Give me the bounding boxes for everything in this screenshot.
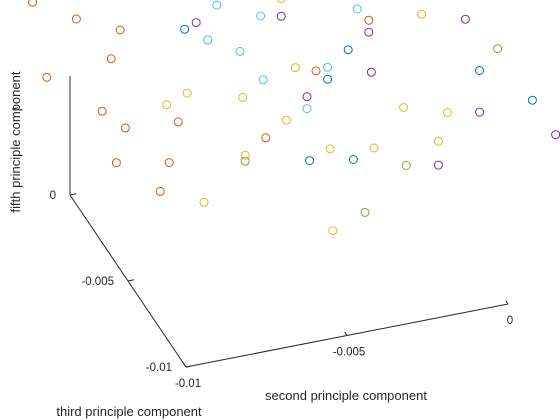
scatter-point xyxy=(303,93,311,101)
scatter-point xyxy=(204,36,212,44)
scatter-point xyxy=(262,134,270,142)
scatter-point xyxy=(183,89,191,97)
y-tick xyxy=(128,280,134,281)
scatter-point xyxy=(400,104,408,112)
scatter-point xyxy=(370,144,378,152)
scatter-point xyxy=(29,0,37,6)
scatter-point xyxy=(116,26,124,34)
scatter-point xyxy=(326,145,334,153)
x-tick-label: -0.01 xyxy=(175,378,201,390)
scatter-point xyxy=(528,96,536,104)
scatter-point xyxy=(107,55,115,63)
scatter-point xyxy=(461,15,469,23)
scatter-point xyxy=(257,12,265,20)
scatter-point xyxy=(365,16,373,24)
scatter-point xyxy=(324,75,332,83)
scatter-point xyxy=(312,67,320,75)
scatter-point xyxy=(277,12,285,20)
scatter-point xyxy=(344,46,352,54)
scatter-point xyxy=(402,162,410,170)
scatter-point xyxy=(181,25,189,33)
x-axis-label: second principle component xyxy=(265,388,427,403)
scatter-point xyxy=(156,187,164,195)
scatter-point xyxy=(365,28,373,36)
scatter-point xyxy=(367,68,375,76)
scatter-point xyxy=(552,131,560,139)
scatter-point xyxy=(443,109,451,117)
data-points xyxy=(29,0,560,235)
x-tick xyxy=(506,301,508,304)
x-tick-label: 0 xyxy=(507,315,513,327)
tick-marks xyxy=(0,0,560,367)
scatter-point xyxy=(434,161,442,169)
scatter-point xyxy=(165,159,173,167)
scatter-point xyxy=(112,159,120,167)
scatter-point xyxy=(98,107,106,115)
scatter-point xyxy=(277,0,285,3)
scatter-point xyxy=(361,208,369,216)
scatter-point xyxy=(476,108,484,116)
scatter-point xyxy=(43,73,51,81)
scatter-point xyxy=(239,93,247,101)
scatter-point xyxy=(200,198,208,206)
y-tick-label: 0 xyxy=(50,190,56,202)
scatter-point xyxy=(236,47,244,55)
y-axis-label: third principle component xyxy=(56,404,202,419)
scatter-point xyxy=(72,15,80,23)
scatter-point xyxy=(329,227,337,235)
scatter-point xyxy=(349,156,357,164)
y-tick-label: -0.01 xyxy=(146,362,172,374)
scatter-point xyxy=(174,118,182,126)
scatter-point xyxy=(121,124,129,132)
scatter-point xyxy=(163,101,171,109)
scatter-point xyxy=(291,64,299,72)
z-axis-label: fifth principle component xyxy=(8,71,23,212)
axes-box xyxy=(70,76,508,367)
y-tick-label: -0.005 xyxy=(81,276,114,288)
scatter-point xyxy=(434,137,442,145)
scatter-point xyxy=(494,45,502,53)
scatter-point xyxy=(418,10,426,18)
scatter-point xyxy=(353,5,361,13)
x-tick xyxy=(345,332,347,335)
x-tick-label: -0.005 xyxy=(333,347,366,359)
tick-labels: -0.01-0.00500.0050.010.015-0.01-0.00500.… xyxy=(0,0,560,390)
scatter-point xyxy=(259,76,267,84)
scatter-point xyxy=(324,63,332,71)
scatter-point xyxy=(282,116,290,124)
scatter-point xyxy=(476,67,484,75)
y-tick xyxy=(70,194,76,195)
scatter-point xyxy=(306,157,314,165)
scatter-point xyxy=(303,105,311,113)
y-tick xyxy=(186,366,192,367)
scatter-point xyxy=(192,19,200,27)
scatter-point xyxy=(241,157,249,165)
scatter-point xyxy=(213,1,221,9)
x-tick xyxy=(184,364,186,367)
